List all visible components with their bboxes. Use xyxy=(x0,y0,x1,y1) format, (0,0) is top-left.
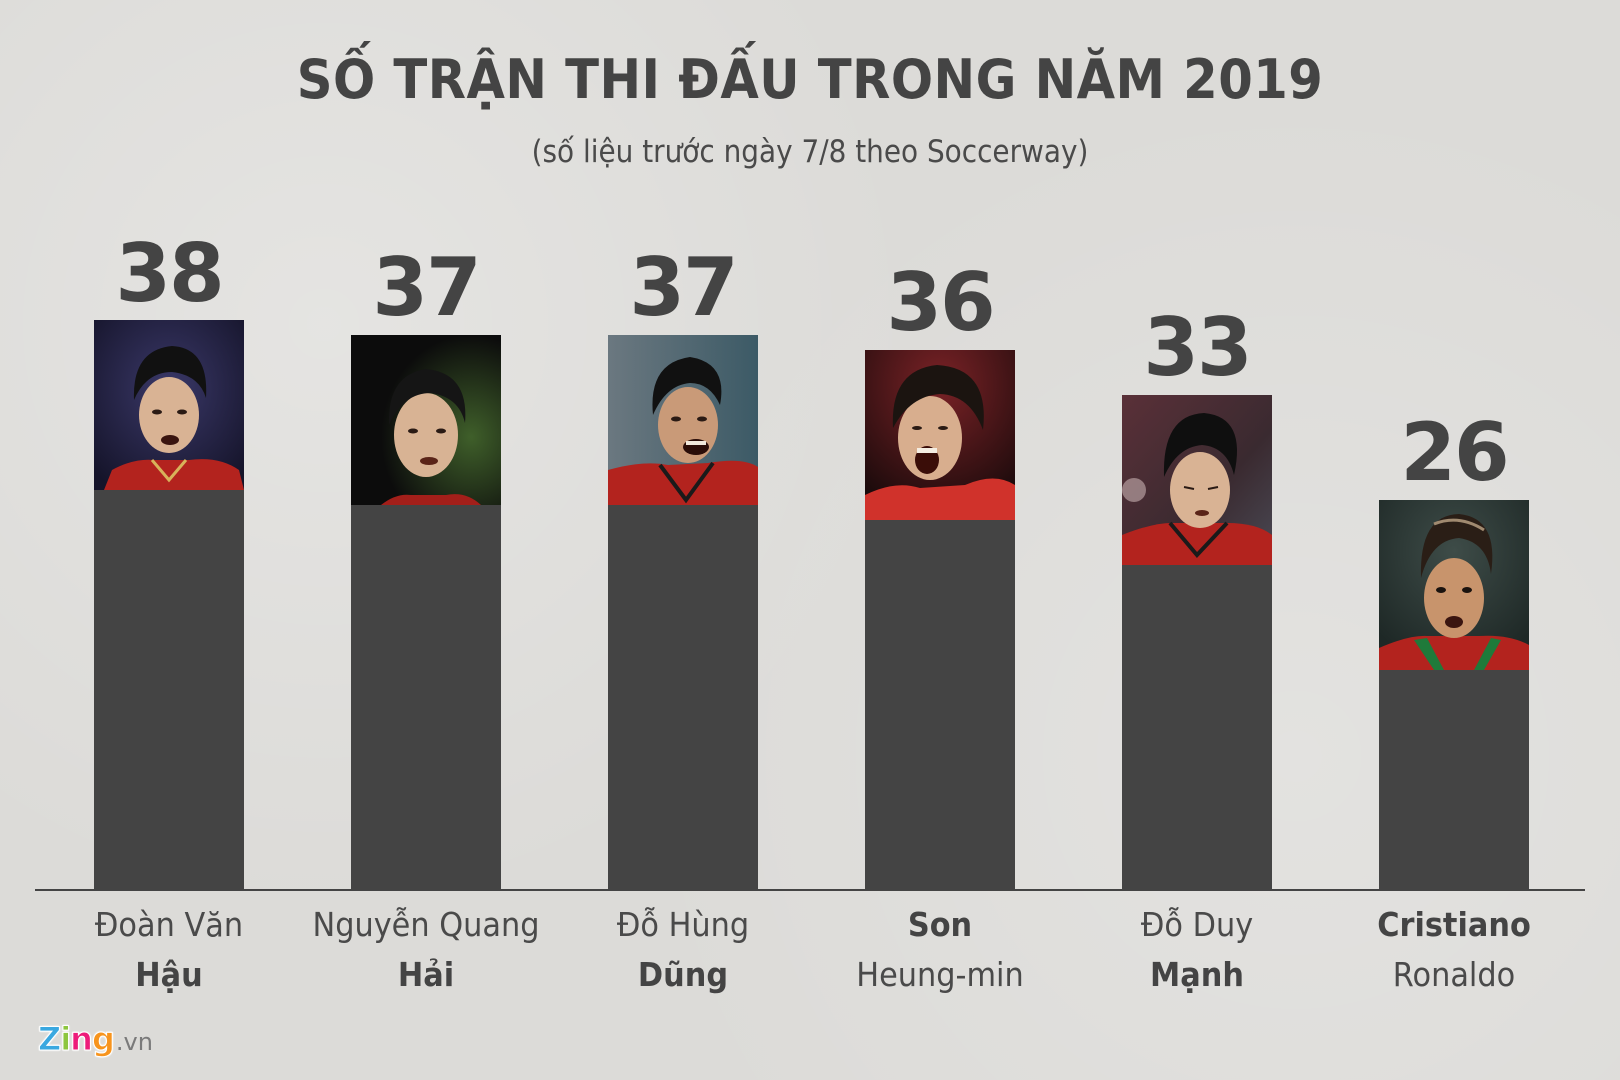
x-label-doan-van-hau: Đoàn Văn Hậu xyxy=(34,900,304,1000)
zing-logo: Zing .vn xyxy=(37,1020,153,1060)
x-label-nguyen-quang-hai: Nguyễn Quang Hải xyxy=(291,900,561,1000)
bar-value-label: 36 xyxy=(886,256,995,349)
x-label-line1: Đỗ Duy xyxy=(1140,905,1254,944)
bar xyxy=(1379,500,1529,890)
bar-group-do-duy-manh: 33 xyxy=(1122,0,1272,890)
bar-value-label: 26 xyxy=(1400,406,1509,499)
x-label-line1: Cristiano xyxy=(1377,905,1531,944)
player-photo-nguyen-quang-hai xyxy=(351,335,501,505)
zing-logo-mark: Zing xyxy=(37,1020,115,1059)
x-label-line2: Heung-min xyxy=(856,955,1024,994)
bar-group-cristiano-ronaldo: 26 xyxy=(1379,0,1529,890)
bar xyxy=(94,320,244,890)
player-photo-doan-van-hau xyxy=(94,320,244,490)
x-label-son-heung-min: Son Heung-min xyxy=(805,900,1075,1000)
bar-group-doan-van-hau: 38 xyxy=(94,0,244,890)
bar-value-label: 37 xyxy=(629,241,738,334)
x-label-line2: Dũng xyxy=(637,955,729,994)
x-label-line1: Đỗ Hùng xyxy=(616,905,750,944)
x-label-do-hung-dung: Đỗ Hùng Dũng xyxy=(548,900,818,1000)
bar-value-label: 37 xyxy=(372,241,481,334)
x-label-line2: Hải xyxy=(397,955,455,994)
bar-group-son-heung-min: 36 xyxy=(865,0,1015,890)
bar-value-label: 33 xyxy=(1143,301,1252,394)
x-label-cristiano-ronaldo: Cristiano Ronaldo xyxy=(1319,900,1589,1000)
player-photo-son-heung-min xyxy=(865,350,1015,520)
player-photo-do-duy-manh xyxy=(1122,395,1272,565)
bar-group-do-hung-dung: 37 xyxy=(608,0,758,890)
bar xyxy=(608,335,758,890)
x-label-do-duy-manh: Đỗ Duy Mạnh xyxy=(1062,900,1332,1000)
bar xyxy=(1122,395,1272,890)
x-label-line2: Ronaldo xyxy=(1392,955,1516,994)
x-label-line1: Son xyxy=(907,905,973,944)
player-photo-cristiano-ronaldo xyxy=(1379,500,1529,670)
x-axis-baseline xyxy=(35,889,1585,891)
x-label-line2: Hậu xyxy=(135,955,203,994)
bar xyxy=(351,335,501,890)
chart-title: SỐ TRẬN THI ĐẤU TRONG NĂM 2019 xyxy=(296,48,1324,111)
chart-subtitle: (số liệu trước ngày 7/8 theo Soccerway) xyxy=(531,134,1089,170)
bar-group-nguyen-quang-hai: 37 xyxy=(351,0,501,890)
player-photo-do-hung-dung xyxy=(608,335,758,505)
x-label-line1: Nguyễn Quang xyxy=(312,905,540,944)
bar-value-label: 38 xyxy=(115,227,224,320)
bar xyxy=(865,350,1015,890)
zing-logo-domain: .vn xyxy=(115,1028,153,1056)
x-label-line2: Mạnh xyxy=(1150,955,1244,994)
x-label-line1: Đoàn Văn xyxy=(94,905,244,944)
